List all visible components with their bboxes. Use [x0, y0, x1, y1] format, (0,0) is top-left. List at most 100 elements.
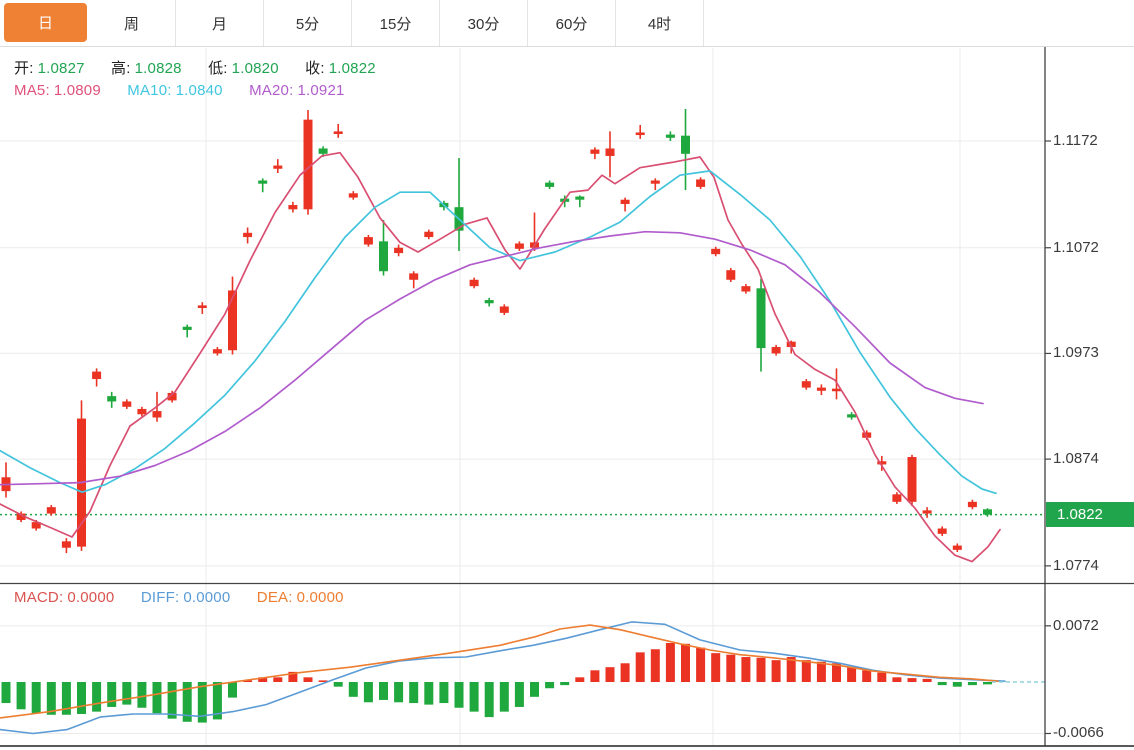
macd-label: MACD: [14, 589, 64, 606]
macd-histogram-bar [394, 682, 404, 703]
dea-value: 0.0000 [296, 589, 344, 606]
candle-body [967, 501, 977, 508]
macd-histogram-bar [650, 649, 660, 682]
macd-histogram-bar [922, 678, 932, 682]
tab-label: 15分 [379, 15, 412, 33]
close-value: 1.0822 [328, 60, 376, 77]
macd-histogram-bar [741, 657, 751, 682]
macd-histogram-bar [424, 682, 434, 705]
macd-histogram-bar [530, 682, 539, 697]
macd-histogram-bar [228, 682, 237, 698]
low-label: 低: [208, 60, 228, 77]
macd-histogram-bar [862, 670, 872, 682]
tab-timeframe-3[interactable]: 5分 [264, 0, 352, 46]
tab-timeframe-0[interactable]: 日 [0, 0, 88, 46]
macd-histogram-bar [484, 682, 494, 718]
macd-histogram-bar [937, 682, 947, 686]
candle-body [394, 247, 404, 254]
macd-histogram-bar [77, 682, 86, 714]
tab-label: 5分 [295, 15, 320, 33]
candle-body [681, 135, 690, 154]
macd-histogram-bar [756, 657, 766, 682]
macd-histogram-bar [832, 663, 841, 682]
tab-timeframe-4[interactable]: 15分 [352, 0, 440, 46]
high-value: 1.0828 [134, 60, 182, 77]
tab-timeframe-5[interactable]: 30分 [440, 0, 528, 46]
macd-histogram-bar [801, 660, 811, 682]
candle-body [107, 396, 117, 402]
candle-body [212, 349, 222, 354]
macd-histogram-bar [681, 643, 690, 682]
macd-histogram-bar [816, 661, 826, 682]
low-value: 1.0820 [231, 60, 279, 77]
candle-body [590, 149, 600, 154]
macd-histogram-bar [182, 682, 192, 722]
ma10-label: MA10: [127, 82, 172, 99]
candle-body [318, 148, 328, 154]
macd-histogram-bar [122, 682, 132, 705]
ma20-line [0, 230, 984, 486]
candle-body [892, 494, 902, 502]
ma5-label: MA5: [14, 82, 50, 99]
macd-histogram-bar [409, 682, 419, 704]
candle-body [258, 180, 268, 184]
macd-histogram-bar [499, 682, 509, 712]
candle-body [243, 232, 253, 238]
tab-timeframe-6[interactable]: 60分 [528, 0, 616, 46]
macd-axis-label: -0.0066 [1053, 724, 1104, 742]
candle-body [605, 148, 615, 156]
tab-timeframe-7[interactable]: 4时 [616, 0, 704, 46]
candle-body [379, 241, 388, 272]
candle-body [650, 180, 660, 184]
candle-body [741, 286, 751, 292]
macd-histogram-bar [665, 643, 675, 682]
macd-histogram-bar [967, 682, 977, 686]
candle-body [152, 411, 162, 418]
ma10-value: 1.0840 [175, 82, 223, 99]
diff-label: DIFF: [140, 589, 180, 606]
open-value: 1.0827 [37, 60, 85, 77]
candle-body [952, 545, 962, 550]
candle-body [771, 347, 781, 354]
macd-histogram-bar [560, 682, 570, 686]
tab-label: 日 [4, 3, 87, 42]
macd-histogram-bar [333, 682, 343, 687]
price-axis-label: 1.0973 [1053, 344, 1099, 362]
macd-value: 0.0000 [67, 589, 115, 606]
macd-histogram-bar [605, 667, 615, 682]
price-axis-label: 1.0874 [1053, 450, 1099, 468]
macd-histogram-bar [137, 682, 147, 708]
candle-body [711, 248, 721, 255]
macd-histogram-bar [952, 682, 962, 687]
macd-histogram-bar [273, 677, 283, 682]
macd-histogram-bar [635, 652, 645, 682]
macd-histogram-bar [439, 682, 449, 704]
candle-body [937, 528, 947, 534]
macd-histogram-bar [258, 677, 268, 682]
open-label: 开: [14, 60, 34, 77]
ma20-value: 1.0921 [297, 82, 345, 99]
candle-body [575, 196, 585, 200]
diff-value: 0.0000 [183, 589, 231, 606]
macd-histogram-bar [167, 682, 177, 719]
macd-histogram-bar [545, 682, 555, 689]
candle-body [514, 243, 524, 249]
candle-body [786, 341, 796, 348]
candle-body [469, 279, 479, 287]
tab-label: 月 [211, 15, 227, 33]
macd-histogram-bar [363, 682, 373, 703]
macd-histogram-bar [575, 677, 585, 682]
macd-histogram-bar [711, 653, 721, 682]
high-label: 高: [111, 60, 131, 77]
ohlc-readout: 开: 1.0827 高: 1.0828 低: 1.0820 收: 1.0822 [14, 57, 380, 78]
tab-timeframe-2[interactable]: 月 [176, 0, 264, 46]
dea-label: DEA: [256, 589, 293, 606]
macd-histogram-bar [379, 682, 388, 700]
tab-timeframe-1[interactable]: 周 [88, 0, 176, 46]
candle-body [197, 305, 207, 308]
candle-body [484, 300, 494, 304]
macd-histogram-bar [983, 682, 992, 685]
candle-body [288, 205, 298, 210]
